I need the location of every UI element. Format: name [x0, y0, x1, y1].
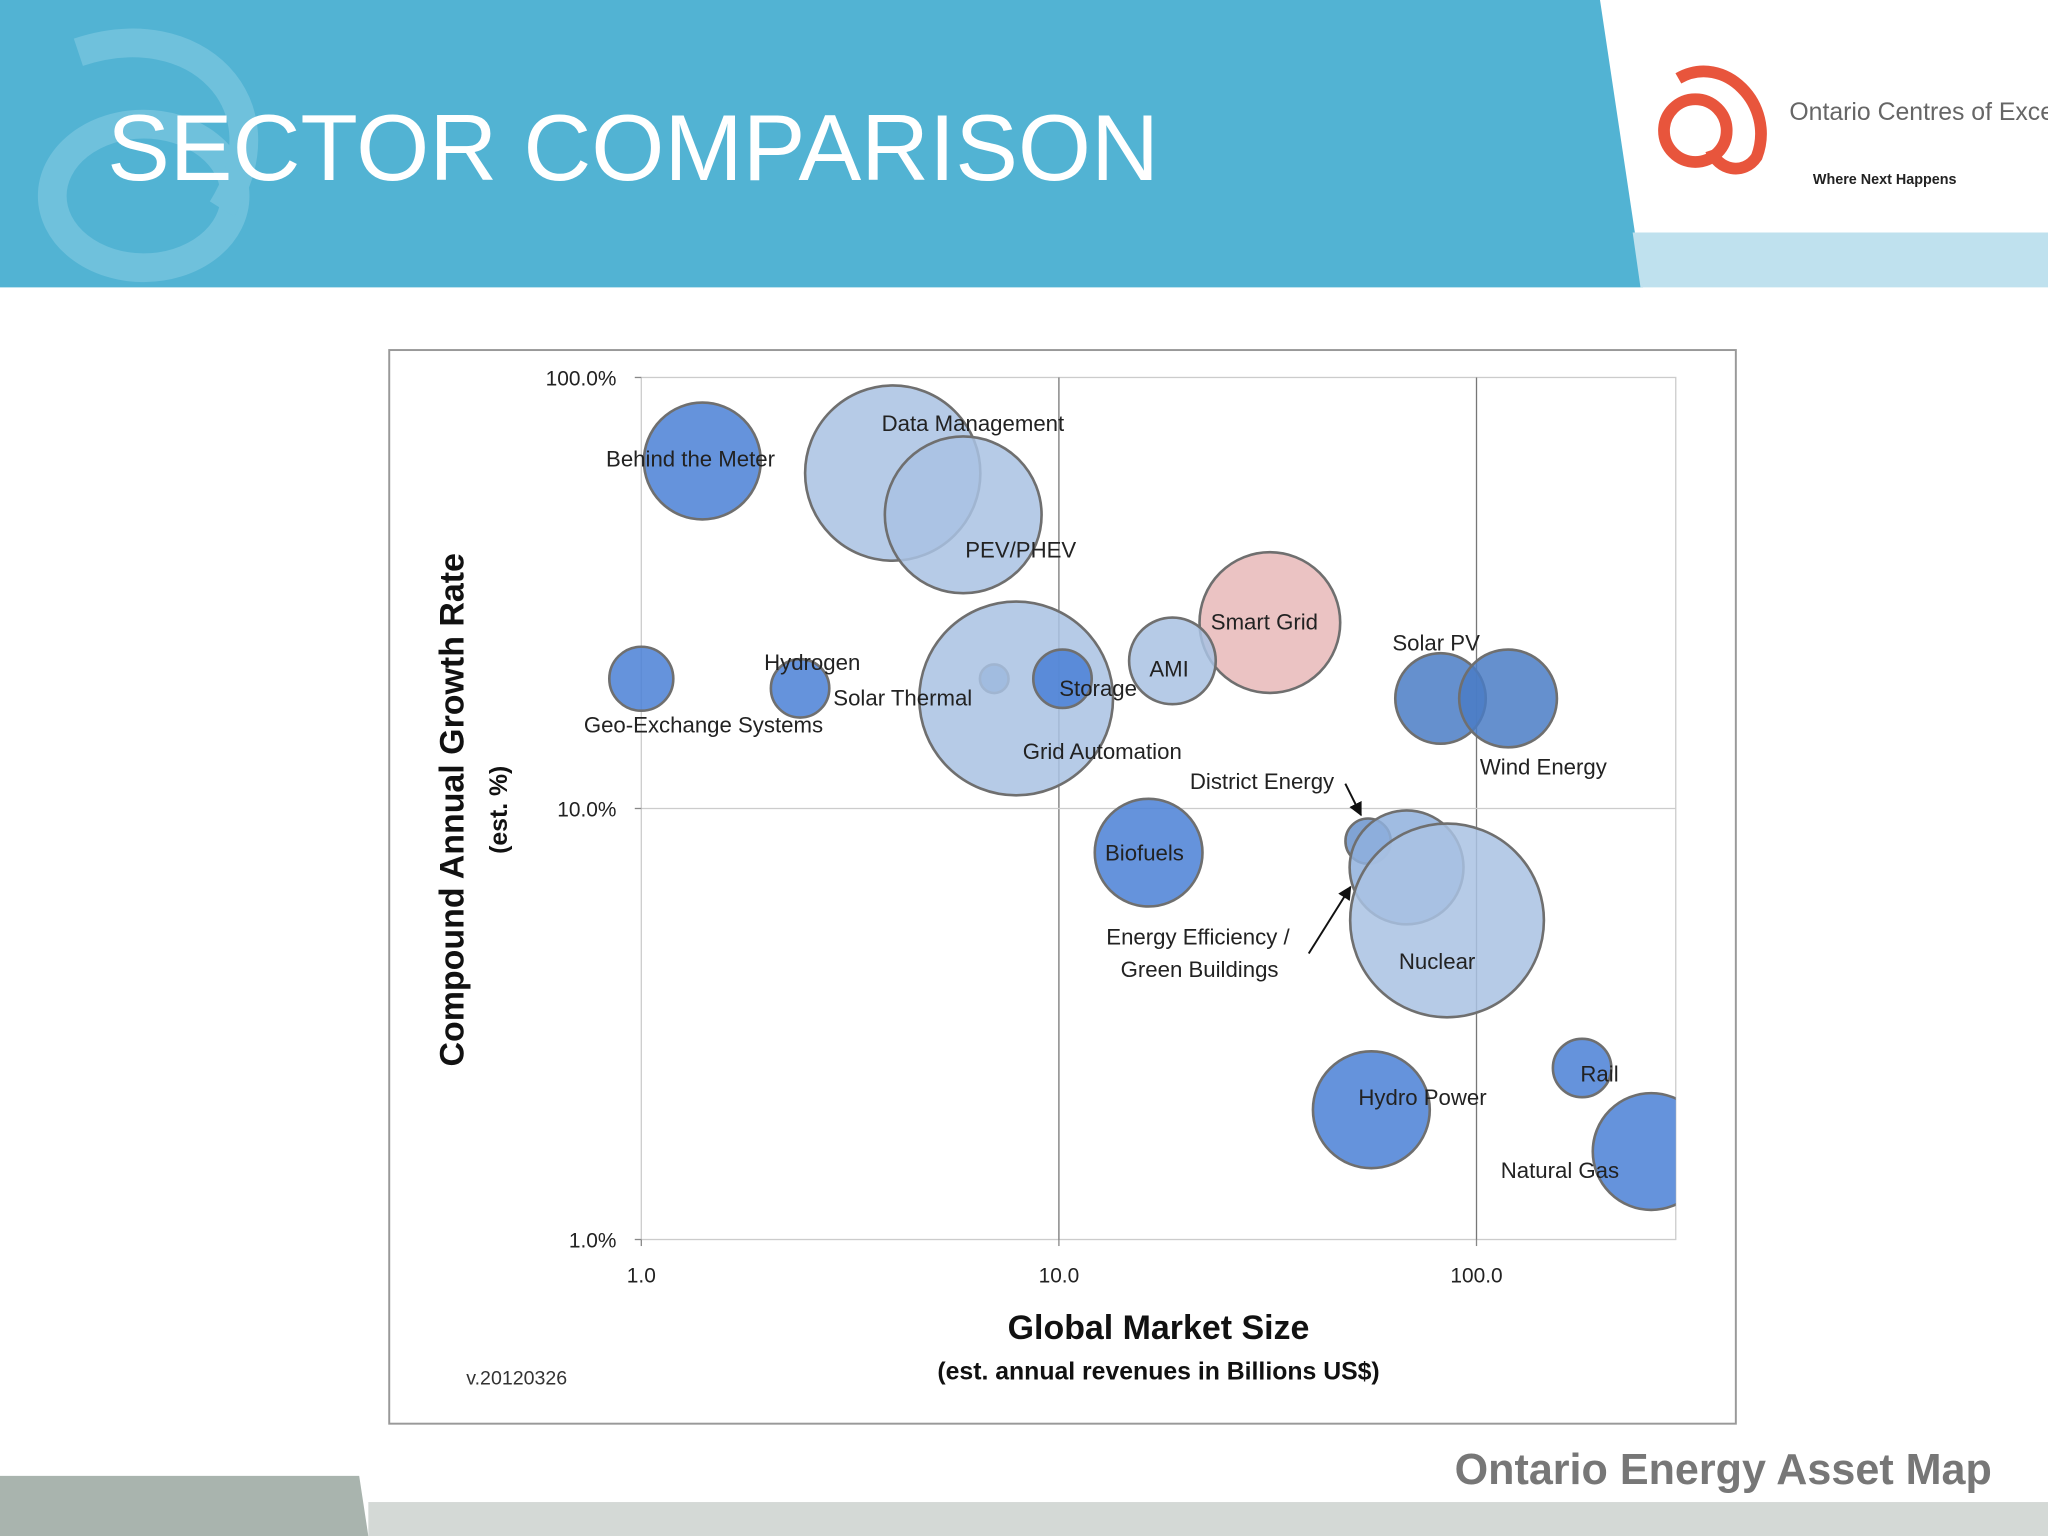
bubble-label: Biofuels [1105, 841, 1184, 866]
bubble-label: Storage [1059, 676, 1137, 701]
y-tick-label: 100.0% [546, 367, 617, 390]
bubble-label: Wind Energy [1480, 755, 1608, 780]
bubble-label: Smart Grid [1211, 610, 1318, 635]
x-tick-label: 10.0 [1039, 1265, 1080, 1288]
header-strip [1632, 232, 2048, 288]
bubble-label: Data Management [882, 411, 1065, 436]
y-tick-label: 10.0% [557, 798, 616, 821]
footer-band [0, 1475, 369, 1536]
bubble-label: Energy Efficiency / Green Buildings [1106, 924, 1290, 982]
bubble [1127, 616, 1218, 706]
bubble [642, 401, 763, 521]
bubble [1591, 1091, 1676, 1212]
bubble-label: Behind the Meter [606, 446, 776, 471]
bubble-label: District Energy [1190, 769, 1335, 794]
bubble [883, 435, 1043, 595]
bubble [1551, 1037, 1613, 1099]
y-axis-subtitle: (est. %) [486, 766, 513, 854]
version-note: v.20120326 [466, 1367, 567, 1389]
bubble [1457, 648, 1559, 749]
bubble [1031, 648, 1094, 710]
bubble [1311, 1050, 1432, 1170]
bubble [608, 645, 675, 713]
bubble-label: Solar Thermal [833, 685, 972, 710]
x-tick-label: 1.0 [627, 1265, 656, 1288]
bubble-label: Hydro Power [1358, 1085, 1487, 1110]
bubble-label: Grid Automation [1023, 739, 1182, 764]
y-tick-label: 1.0% [569, 1229, 617, 1252]
logo-name: Ontario Centres of Excellence [1789, 99, 2048, 126]
x-axis-subtitle: (est. annual revenues in Billions US$) [937, 1358, 1379, 1385]
bubble [1093, 797, 1204, 908]
bubble [1198, 550, 1342, 695]
arrow [1307, 885, 1352, 954]
x-axis-title: Global Market Size [1008, 1309, 1310, 1347]
header-band [0, 0, 1644, 288]
bubble-label: Solar PV [1392, 630, 1480, 655]
bubble [1348, 822, 1546, 1019]
bubble-label: Geo-Exchange Systems [584, 713, 823, 738]
header-watermark [37, 28, 259, 283]
footer-title: Ontario Energy Asset Map [1455, 1446, 1992, 1494]
bubble-label: AMI [1149, 657, 1188, 682]
bubble [769, 657, 831, 719]
slide-title: SECTOR COMPARISON [107, 95, 1159, 200]
y-axis-title: Compound Annual Growth Rate [434, 553, 472, 1066]
bubble-label: PEV/PHEV [965, 538, 1076, 563]
bubble-label: Hydrogen [764, 650, 860, 675]
bubble-label: Nuclear [1399, 949, 1476, 974]
footer-strip [368, 1502, 2048, 1536]
bubble-label: Rail [1580, 1061, 1618, 1086]
arrow [1344, 783, 1362, 817]
logo-tagline: Where Next Happens [1813, 172, 1957, 188]
x-tick-label: 100.0 [1450, 1265, 1502, 1288]
logo-mark [1658, 65, 1767, 175]
bubble-label: Natural Gas [1501, 1158, 1619, 1183]
